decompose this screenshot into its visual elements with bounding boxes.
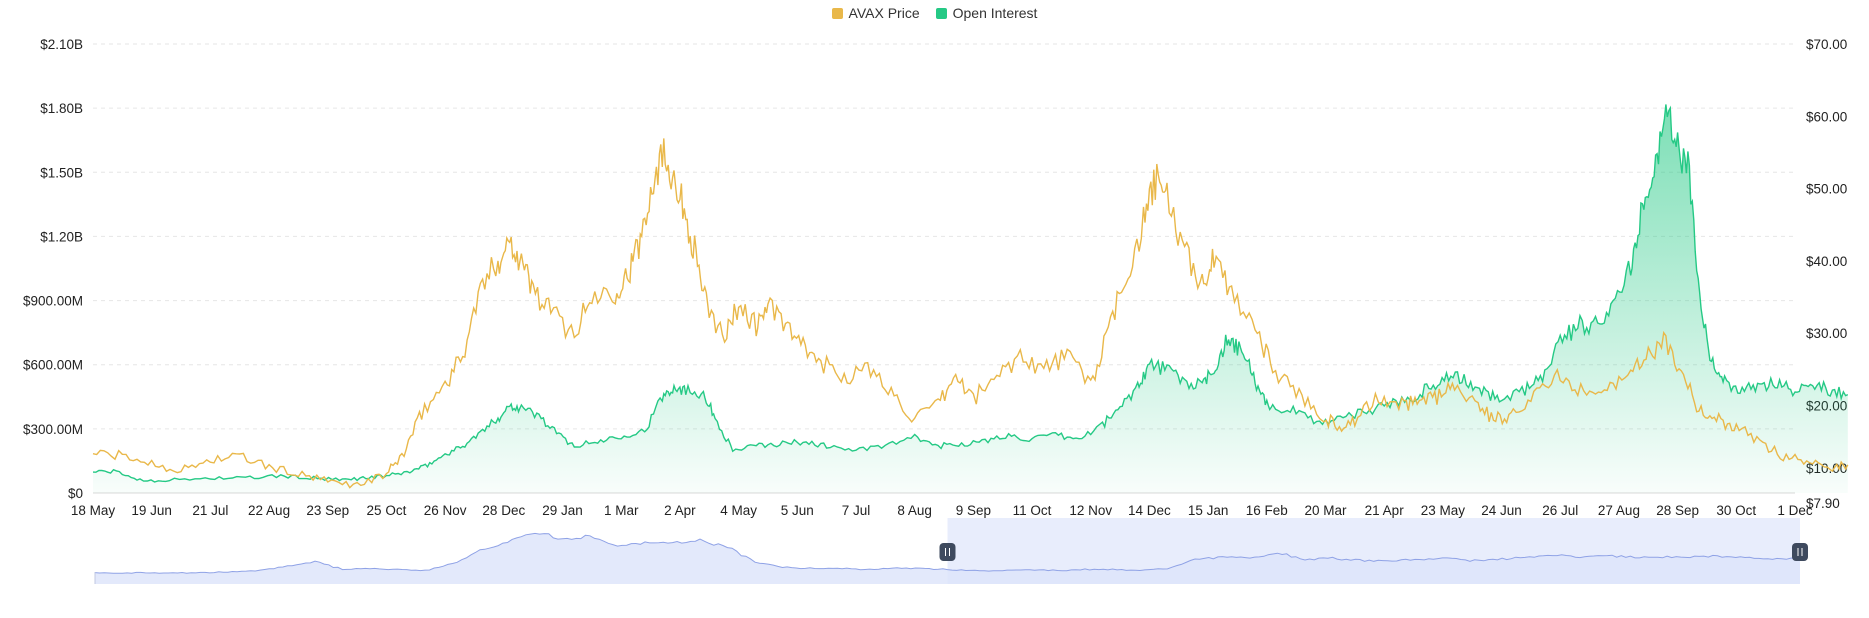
legend-label-price: AVAX Price: [848, 5, 920, 21]
right-axis-tick-label: $40.00: [1806, 254, 1847, 269]
x-axis-tick-label: 2 Apr: [664, 503, 696, 518]
right-axis-tick-label: $60.00: [1806, 109, 1847, 124]
navigator-series-line: [94, 532, 1801, 574]
chart-legend: AVAX Price Open Interest: [0, 5, 1869, 21]
avax-price-series-line: [92, 138, 1849, 489]
x-axis-tick-label: 15 Jan: [1188, 503, 1229, 518]
x-axis-tick-label: 27 Aug: [1598, 503, 1640, 518]
left-axis-tick-label: $1.50B: [40, 165, 83, 180]
x-axis-tick-label: 30 Oct: [1716, 503, 1756, 518]
x-axis-tick-label: 25 Oct: [367, 503, 407, 518]
left-axis-tick-label: $900.00M: [23, 294, 83, 309]
open-interest-series-line: [92, 104, 1849, 483]
x-axis-tick-label: 29 Jan: [542, 503, 583, 518]
x-axis-tick-label: 28 Dec: [482, 503, 525, 518]
x-axis-tick-label: 5 Jun: [781, 503, 814, 518]
x-axis-tick-label: 26 Jul: [1542, 503, 1578, 518]
navigator-area: [95, 533, 1800, 584]
right-axis-tick-label: $7.90: [1806, 496, 1840, 511]
x-axis-tick-label: 16 Feb: [1246, 503, 1288, 518]
right-axis-tick-label: $30.00: [1806, 326, 1847, 341]
left-axis-tick-label: $1.20B: [40, 229, 83, 244]
left-axis-tick-label: $1.80B: [40, 101, 83, 116]
x-axis-tick-label: 19 Jun: [131, 503, 172, 518]
left-axis-tick-label: $0: [68, 486, 83, 501]
x-axis-tick-label: 18 May: [71, 503, 116, 518]
navigator-left-handle[interactable]: [939, 543, 956, 561]
x-axis-tick-label: 20 Mar: [1304, 503, 1347, 518]
x-axis-tick-label: 1 Mar: [604, 503, 639, 518]
navigator-right-handle[interactable]: [1792, 543, 1808, 561]
x-axis-tick-label: 22 Aug: [248, 503, 290, 518]
x-axis-tick-label: 23 Sep: [306, 503, 349, 518]
x-axis-tick-label: 26 Nov: [424, 503, 467, 518]
x-axis-tick-label: 4 May: [720, 503, 757, 518]
x-axis-tick-label: 14 Dec: [1128, 503, 1171, 518]
x-axis-tick-label: 24 Jun: [1481, 503, 1522, 518]
open-interest-area: [93, 104, 1848, 493]
x-axis-tick-label: 9 Sep: [956, 503, 991, 518]
x-axis-tick-label: 28 Sep: [1656, 503, 1699, 518]
x-axis-tick-label: 1 Dec: [1777, 503, 1813, 518]
x-axis-tick-label: 21 Jul: [192, 503, 228, 518]
x-axis-tick-label: 8 Aug: [897, 503, 932, 518]
left-axis-tick-label: $300.00M: [23, 422, 83, 437]
x-axis-tick-label: 12 Nov: [1069, 503, 1112, 518]
x-axis-tick-label: 7 Jul: [842, 503, 871, 518]
legend-label-open-interest: Open Interest: [952, 5, 1038, 21]
x-axis-tick-label: 11 Oct: [1013, 503, 1052, 518]
x-axis-tick-label: 23 May: [1421, 503, 1466, 518]
open-interest-swatch-icon: [935, 7, 947, 19]
legend-item-price[interactable]: AVAX Price: [831, 5, 920, 21]
legend-item-open-interest[interactable]: Open Interest: [935, 5, 1038, 21]
left-axis-tick-label: $600.00M: [23, 358, 83, 373]
right-axis-tick-label: $70.00: [1806, 37, 1847, 52]
x-axis-tick-label: 21 Apr: [1365, 503, 1405, 518]
right-axis-tick-label: $50.00: [1806, 182, 1847, 197]
left-axis-tick-label: $2.10B: [40, 37, 83, 52]
price-swatch-icon: [831, 7, 843, 19]
